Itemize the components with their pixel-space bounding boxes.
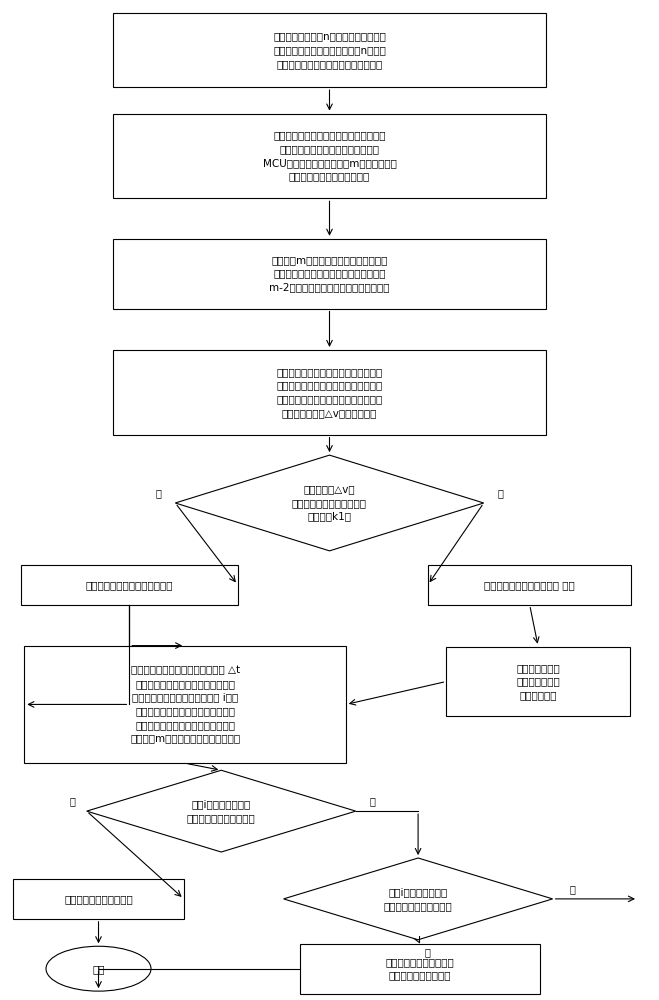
Text: 否: 否 bbox=[569, 884, 575, 894]
Text: 判断i个时刻的待自检
电能表是否均计量正常？: 判断i个时刻的待自检 电能表是否均计量正常？ bbox=[187, 799, 256, 823]
Text: 复位待自检电能
表的计量芯片及
刷新计量参数: 复位待自检电能 表的计量芯片及 刷新计量参数 bbox=[516, 663, 560, 700]
Text: 否: 否 bbox=[156, 488, 162, 498]
Text: 电压差大于△v的
电能表个数是否大于预设的
第一阈值k1？: 电压差大于△v的 电能表个数是否大于预设的 第一阈值k1？ bbox=[292, 484, 367, 522]
FancyBboxPatch shape bbox=[428, 565, 631, 605]
Text: 该待自检电能表计量正常: 该待自检电能表计量正常 bbox=[64, 894, 133, 904]
Ellipse shape bbox=[46, 946, 151, 991]
Text: 否: 否 bbox=[369, 796, 375, 806]
Text: 在截获的m个电能表对应的电压数据中去
掉一个最大值和一个最小值，并将剩余的
m-2个电能表的电压数据组成对比数据集: 在截获的m个电能表对应的电压数据中去 掉一个最大值和一个最小值，并将剩余的 m-… bbox=[270, 255, 389, 292]
Text: 将待自检电能表与n个电能表连接在同一
个电力线上，且待自检电能表和n个电能
表的数据输出端均连接同一个采集系统: 将待自检电能表与n个电能表连接在同一 个电力线上，且待自检电能表和n个电能 表的… bbox=[273, 32, 386, 69]
FancyBboxPatch shape bbox=[113, 239, 546, 309]
FancyBboxPatch shape bbox=[24, 646, 346, 763]
FancyBboxPatch shape bbox=[113, 13, 546, 87]
Polygon shape bbox=[283, 858, 553, 940]
Text: 该时刻的待自检电能表计量正常: 该时刻的待自检电能表计量正常 bbox=[86, 580, 173, 590]
Text: 是: 是 bbox=[497, 488, 503, 498]
FancyBboxPatch shape bbox=[13, 879, 184, 919]
Polygon shape bbox=[175, 455, 484, 551]
Text: 是: 是 bbox=[69, 796, 75, 806]
Text: 是: 是 bbox=[425, 947, 431, 957]
FancyBboxPatch shape bbox=[113, 350, 546, 435]
Text: 该待自检电能表的计量芯片采样某个时刻
的电压数据，同时该待自检电能表的
MCU截获同一电力线上任意m个电能表此时
返回给采集系统的电压数据帧: 该待自检电能表的计量芯片采样某个时刻 的电压数据，同时该待自检电能表的 MCU截… bbox=[262, 131, 397, 181]
FancyBboxPatch shape bbox=[21, 565, 238, 605]
Text: 结束: 结束 bbox=[92, 964, 105, 974]
Polygon shape bbox=[87, 770, 356, 852]
Text: 待自检电能表内的计量芯片每间隔 △t
时间采样电力线上的电压数据，并采
用上述相同的方法依次完成连续 i个时
刻的待自检电能表的计量芯片采集的
电压数据与同一时: 待自检电能表内的计量芯片每间隔 △t 时间采样电力线上的电压数据，并采 用上述相… bbox=[130, 665, 240, 743]
FancyBboxPatch shape bbox=[113, 114, 546, 198]
Text: 该时刻的待自检电能表计量 异常: 该时刻的待自检电能表计量 异常 bbox=[484, 580, 575, 590]
FancyBboxPatch shape bbox=[446, 647, 630, 716]
Text: 判断i个时刻的待自检
电能表是否均计量异常？: 判断i个时刻的待自检 电能表是否均计量异常？ bbox=[384, 887, 453, 911]
Text: 置位计量故障信息标志，
主动上报用电采集系统: 置位计量故障信息标志， 主动上报用电采集系统 bbox=[386, 957, 455, 980]
Text: 逐一计算待自检电能表的计量芯片采集
的电压数据与同一时刻对比数据集中每
个电能表的电压数据之间的电压差，并
统计电压差大于△v的电能表个数: 逐一计算待自检电能表的计量芯片采集 的电压数据与同一时刻对比数据集中每 个电能表… bbox=[276, 367, 383, 418]
FancyBboxPatch shape bbox=[301, 944, 540, 994]
